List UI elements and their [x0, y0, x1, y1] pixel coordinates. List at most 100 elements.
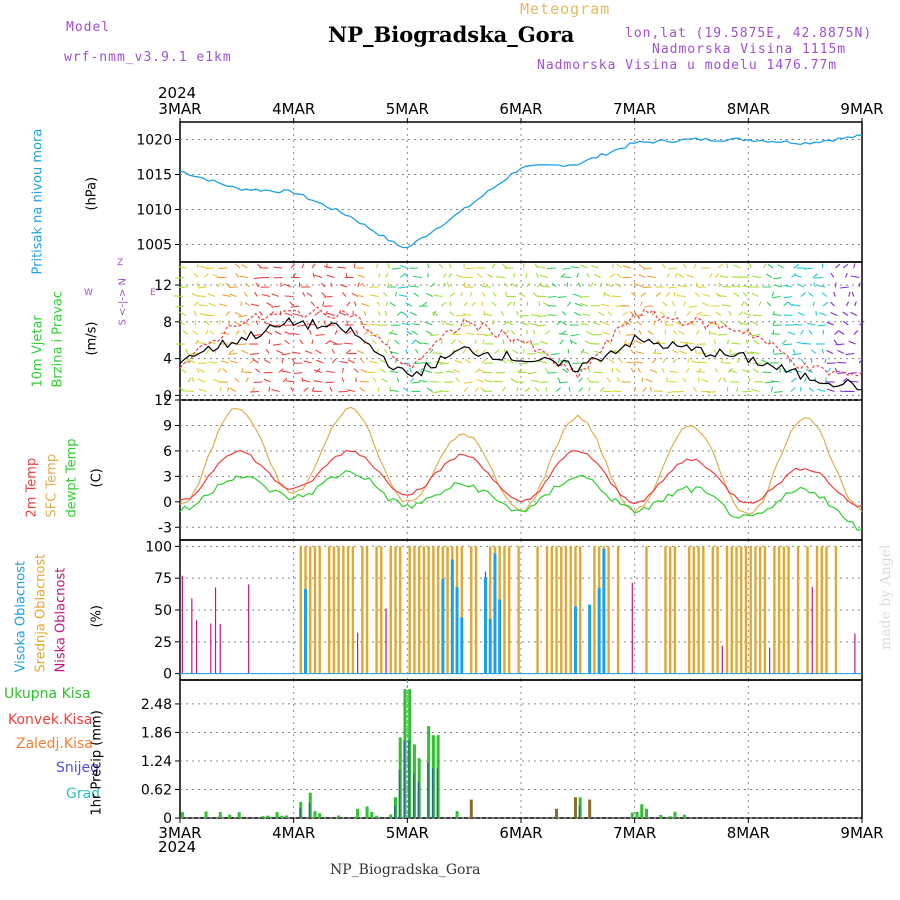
- wind-barb: [175, 305, 185, 308]
- wind-barb: [666, 272, 671, 278]
- precip-bar: [640, 804, 644, 818]
- wind-barb: [773, 390, 783, 393]
- wind-barb: [753, 362, 763, 365]
- wind-barb: [218, 320, 222, 326]
- wind-barb: [339, 284, 348, 288]
- wind-barb: [558, 381, 568, 384]
- wind-barb: [284, 283, 292, 288]
- wind-barb: [745, 339, 749, 345]
- wind-barb: [481, 301, 484, 307]
- wind-barb: [193, 301, 199, 307]
- wind-barb: [491, 320, 496, 326]
- wind-barb: [357, 282, 360, 288]
- temp-tick-label: 6: [163, 444, 172, 460]
- wind-barb: [834, 367, 838, 373]
- wind-barb: [343, 342, 353, 345]
- precip-conv-label: Konvek.Kisa: [8, 712, 93, 728]
- cloud-high-bar: [304, 588, 308, 674]
- cloud-mid-bar: [536, 546, 539, 674]
- wind-barb: [797, 312, 805, 317]
- wind-barb: [372, 339, 377, 345]
- wind-barb: [197, 295, 207, 298]
- wind-barb: [580, 295, 590, 298]
- wind-barb: [434, 371, 444, 374]
- wind-barb: [662, 301, 668, 307]
- wind-barb: [501, 386, 506, 392]
- wind-barb: [480, 320, 483, 326]
- wind-barb: [825, 377, 827, 383]
- precip-bar: [275, 812, 279, 818]
- cloud-high-bar: [493, 553, 497, 674]
- wind-barb: [599, 282, 603, 288]
- wind-barb: [540, 340, 548, 345]
- elevation-text: Nadmorska Visina 1115m: [652, 42, 847, 57]
- wind-barb: [547, 314, 557, 317]
- wind-barb: [266, 302, 273, 307]
- wind-barb: [817, 324, 827, 327]
- wind-barb: [314, 274, 323, 279]
- wind-barb: [777, 264, 784, 269]
- precip-snow-label: Snijeg: [56, 760, 100, 776]
- wind-barb: [455, 274, 464, 279]
- temp-panel: -3 0 3 6 9 12: [154, 393, 863, 541]
- wind-barb: [345, 272, 348, 278]
- cloud-high-bar: [597, 588, 601, 674]
- wind-barb: [197, 286, 207, 289]
- wind-barb: [191, 292, 199, 297]
- wind-barb: [431, 311, 439, 316]
- wind-barb: [268, 339, 271, 345]
- wind-barb: [772, 320, 775, 326]
- cloud-mid-bar: [346, 546, 350, 674]
- wind-barb: [522, 263, 525, 269]
- wind-barb: [635, 350, 644, 355]
- wind-barb: [189, 359, 196, 364]
- wind-barb: [588, 386, 591, 392]
- wind-barb: [551, 282, 557, 288]
- wind-barb: [826, 388, 835, 393]
- precip-bar: [218, 812, 222, 818]
- wind-barb: [821, 348, 825, 354]
- pressure-tick-label: 1005: [136, 238, 172, 254]
- wind-barb: [792, 348, 796, 354]
- wind-barb: [465, 332, 475, 336]
- cloud-mid-bar: [787, 546, 790, 674]
- cloud-mid-bar: [664, 546, 667, 674]
- wind-barb: [651, 358, 657, 364]
- precip-bar: [375, 815, 379, 818]
- wind-barb: [615, 368, 621, 373]
- wind-barb: [835, 343, 845, 346]
- wind-barb: [556, 320, 562, 326]
- wind-barb: [516, 386, 519, 392]
- wind-barb: [212, 378, 221, 383]
- time-label-top: 6MAR: [499, 100, 542, 118]
- wind-barb: [830, 301, 835, 307]
- precip-snow-bar: [431, 768, 434, 818]
- wind-barb: [506, 321, 513, 326]
- wind-barb: [339, 360, 349, 364]
- wind-barb: [630, 367, 635, 373]
- wind-barb: [842, 377, 848, 383]
- wind-barb: [426, 387, 433, 392]
- wind-barb: [812, 301, 815, 307]
- wind-barb: [636, 320, 643, 326]
- coords-text: lon,lat (19.5875E, 42.8875N): [625, 26, 873, 41]
- wind-barb: [574, 302, 583, 307]
- wind-barb: [562, 276, 571, 279]
- wind-barb: [537, 282, 542, 288]
- wind-barb: [842, 263, 849, 269]
- wind-barb: [361, 282, 366, 288]
- wind-barb: [701, 378, 709, 383]
- wind-barb: [808, 387, 815, 392]
- wind-barb: [806, 322, 816, 326]
- wind-barb: [180, 368, 187, 373]
- cloud-mid-bar: [825, 546, 828, 674]
- wind-barb: [449, 263, 452, 269]
- precip-bar: [389, 814, 393, 818]
- wind-barb: [409, 311, 418, 317]
- cloud-mid-bar: [744, 546, 748, 674]
- wind-barb: [218, 303, 228, 307]
- wind-barb: [220, 360, 229, 364]
- wind-barb: [337, 266, 347, 269]
- wind-barb: [331, 358, 337, 364]
- time-label-top: 5MAR: [386, 100, 429, 118]
